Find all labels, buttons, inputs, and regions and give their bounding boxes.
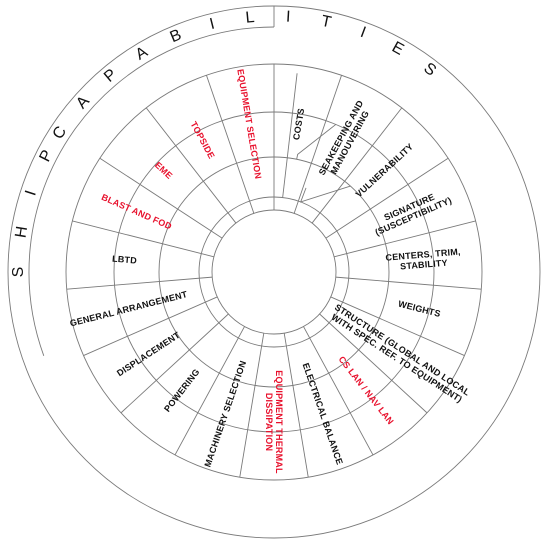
segment-label: LBTD <box>112 254 138 266</box>
segment-label-line: BLAST AND FOD <box>100 192 174 232</box>
title-letter: I <box>286 9 291 26</box>
segment-divider <box>239 333 265 478</box>
staircase-lines <box>273 6 351 203</box>
segment-label-line: TOPSIDE <box>189 120 217 161</box>
segment-divider <box>66 276 213 290</box>
segment-label-line: EME <box>153 160 175 181</box>
segment-divider <box>319 313 428 414</box>
segment-divider <box>325 157 449 239</box>
segment-label: VULNERABILITY <box>354 141 416 199</box>
segment-divider <box>311 107 403 224</box>
segment-label-line: WEIGHTS <box>397 299 442 319</box>
segment-label-line: DISSIPATION <box>264 393 274 451</box>
segment-divider <box>145 107 237 224</box>
segment-divider <box>333 220 476 258</box>
segment-divider <box>303 326 374 456</box>
wheel-ring-1 <box>198 196 350 348</box>
segment-label: TOPSIDE <box>189 120 217 161</box>
segment-label: WEIGHTS <box>397 299 442 319</box>
segment-divider <box>83 296 218 356</box>
title-letter: L <box>245 9 256 27</box>
segment-divider <box>283 333 309 478</box>
segment-label: BLAST AND FOD <box>100 192 174 232</box>
segment-divider <box>120 313 229 414</box>
segment-label: ELECTRICAL BALANCE <box>301 362 345 466</box>
segment-divider <box>99 157 223 239</box>
title-letter: E <box>389 39 407 59</box>
segment-dividers <box>66 64 482 478</box>
segment-label-line: EQUIPMENT THERMAL <box>274 370 284 474</box>
title-letter: H <box>13 225 32 239</box>
segment-label: POWERING <box>162 367 202 414</box>
segment-label-line: VULNERABILITY <box>354 141 416 199</box>
segment-label-line: COSTS <box>291 107 306 140</box>
segment-label-line: LBTD <box>112 254 138 266</box>
title-letter: P <box>101 66 120 86</box>
segment-labels: COSTS SEAKEEPING ANDMANOUVERINGVULNERABIL… <box>69 68 472 474</box>
segment-label-line: ELECTRICAL BALANCE <box>301 362 345 466</box>
title-letter: T <box>320 13 333 32</box>
segment-label-line: POWERING <box>162 367 202 414</box>
segment-label: COSTS <box>291 107 306 140</box>
title-letter: A <box>133 43 151 63</box>
segment-divider <box>293 75 342 214</box>
segment-divider <box>335 276 482 290</box>
title-letter: I <box>22 188 40 197</box>
segment-divider <box>206 75 255 214</box>
stair-line <box>282 73 298 198</box>
segment-label: EQUIPMENT SELECTION <box>235 68 263 179</box>
title-letter: B <box>168 26 184 46</box>
segment-label: CENTERS, TRIM,STABILITY <box>385 247 461 272</box>
title-letter: P <box>37 147 57 164</box>
segment-divider <box>174 326 245 456</box>
wheel-inner-ring <box>211 209 337 335</box>
title-letter: C <box>50 123 71 142</box>
title-letter: I <box>358 24 368 42</box>
segment-label: EME <box>153 160 175 181</box>
segment-divider <box>330 296 465 356</box>
title-letter: S <box>420 60 439 80</box>
segment-label-line: EQUIPMENT SELECTION <box>235 68 263 179</box>
stair-line <box>299 185 351 203</box>
title-band-arc <box>28 26 275 356</box>
title-letter: I <box>208 16 216 34</box>
segment-divider <box>72 220 215 258</box>
stair-line <box>296 124 337 160</box>
segment-label-line: STABILITY <box>400 258 448 272</box>
title-letter: S <box>10 267 27 278</box>
